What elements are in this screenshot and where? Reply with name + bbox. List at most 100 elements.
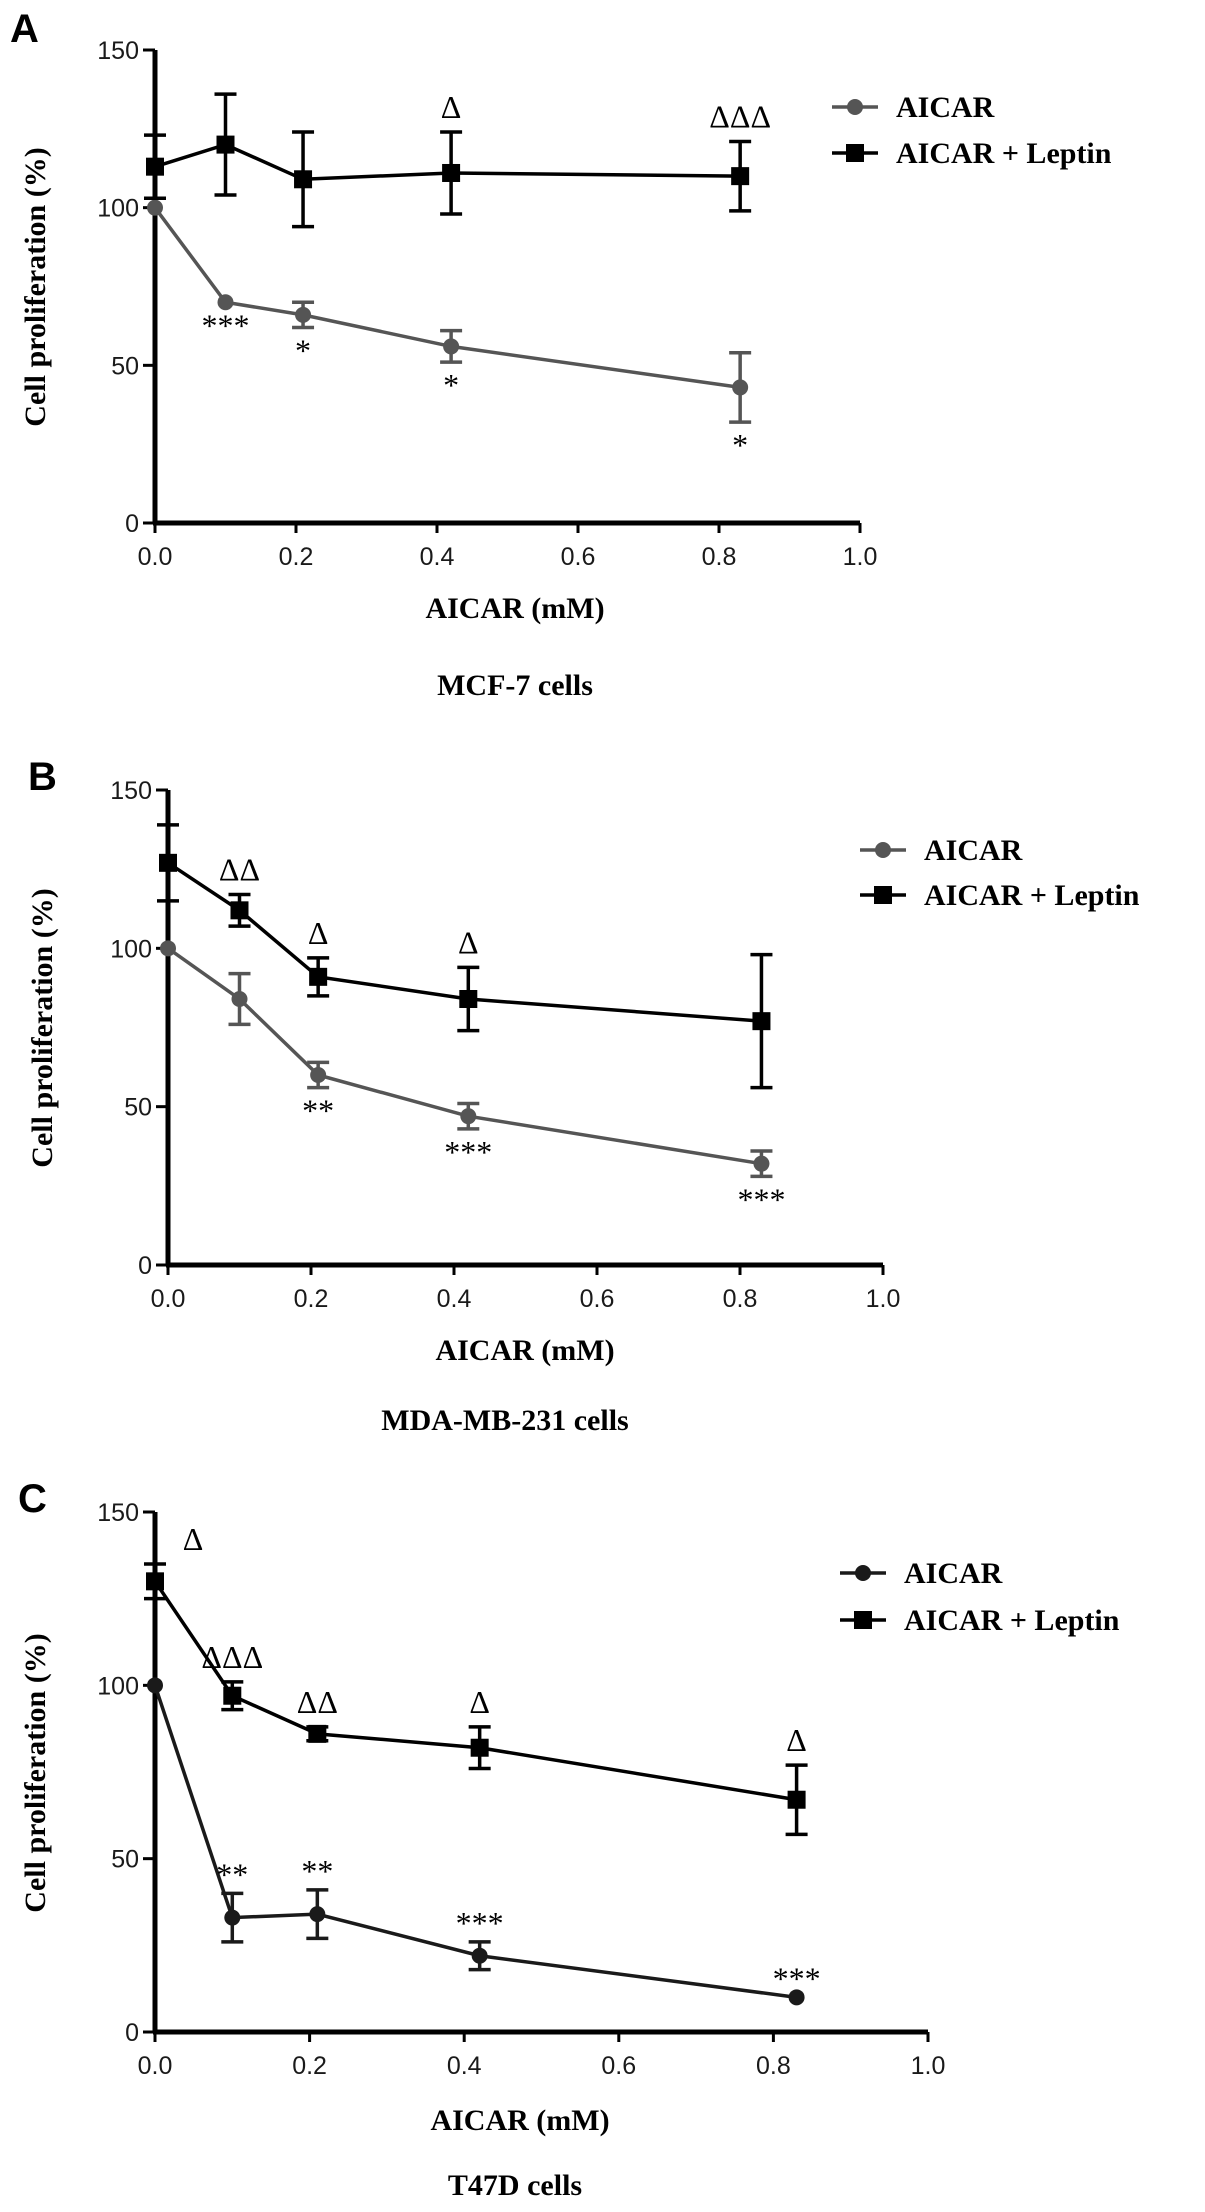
data-point <box>146 157 164 176</box>
data-point <box>146 1572 164 1591</box>
data-point <box>471 1947 488 1964</box>
y-tick-label: 100 <box>97 1672 139 1700</box>
legend-marker <box>874 886 892 904</box>
data-point <box>309 1906 326 1923</box>
panel-b: B 0 50 100 150 0.0 0.2 0.4 0.6 0.8 1.0 AICAR (mM) Ce… <box>26 755 1140 1437</box>
delta-annotation: ΔΔΔ <box>709 98 771 134</box>
legend-label: AICAR + Leptin <box>924 879 1140 912</box>
legend-item: AICAR + Leptin <box>840 1604 1120 1637</box>
data-point <box>160 940 176 957</box>
legend-item: AICAR <box>840 1557 1003 1590</box>
x-tick-label: 0.0 <box>138 2052 173 2080</box>
significance-annotation: ** <box>301 1853 333 1889</box>
x-axis-title: AICAR (mM) <box>430 2104 609 2137</box>
delta-annotation: Δ <box>786 1722 807 1758</box>
panel-a: A 0 50 100 150 0.0 0.2 0.4 0.6 0.8 1.0 AICAR (mM) Ce… <box>10 7 1112 702</box>
legend-item: AICAR <box>832 91 995 124</box>
y-axis-title: Cell proliferation (%) <box>19 1633 52 1912</box>
x-tick-label: 0.2 <box>294 1285 329 1313</box>
panel-caption: MDA-MB-231 cells <box>381 1404 628 1437</box>
panel-letter: C <box>18 1477 47 1521</box>
significance-annotation: * <box>732 427 748 463</box>
data-point <box>147 199 163 216</box>
data-point <box>224 1909 241 1926</box>
x-tick-label: 0.4 <box>437 1285 472 1313</box>
significance-annotation: * <box>295 332 311 368</box>
significance-annotation: *** <box>202 307 250 343</box>
delta-annotation: Δ <box>308 915 329 951</box>
legend-marker <box>854 1611 872 1629</box>
delta-annotation: ΔΔ <box>297 1684 338 1720</box>
data-point <box>231 991 248 1007</box>
data-point <box>442 163 461 182</box>
x-tick-label: 0.8 <box>756 2052 791 2080</box>
data-point <box>459 990 478 1008</box>
x-tick-label: 1.0 <box>843 543 878 571</box>
legend-item: AICAR + Leptin <box>832 137 1112 170</box>
y-tick-label: 50 <box>111 1846 139 1874</box>
y-tick-label: 150 <box>97 1499 139 1527</box>
legend-label: AICAR <box>904 1557 1003 1590</box>
x-tick-label: 0.8 <box>702 543 737 571</box>
x-tick-label: 0.0 <box>138 543 173 571</box>
significance-annotation: *** <box>456 1905 504 1941</box>
data-point <box>310 1067 327 1083</box>
panel-letter: B <box>28 755 57 799</box>
x-tick-label: 0.6 <box>580 1285 615 1313</box>
legend-marker <box>847 99 863 115</box>
y-tick-label: 0 <box>125 510 139 538</box>
legend-marker <box>846 144 864 162</box>
x-tick-label: 0.2 <box>292 2052 327 2080</box>
x-tick-label: 0.6 <box>601 2052 636 2080</box>
x-tick-label: 0.2 <box>279 543 314 571</box>
data-point <box>752 1012 771 1031</box>
x-axis-title: AICAR (mM) <box>425 592 604 625</box>
x-axis-title: AICAR (mM) <box>435 1334 614 1367</box>
significance-annotation: ** <box>302 1093 334 1129</box>
y-tick-label: 50 <box>111 352 139 380</box>
legend-label: AICAR <box>924 834 1023 867</box>
data-point <box>223 1686 242 1705</box>
x-tick-label: 0.6 <box>561 543 596 571</box>
delta-annotation: ΔΔ <box>219 852 260 888</box>
delta-annotation: ΔΔΔ <box>201 1639 263 1675</box>
delta-annotation: Δ <box>458 924 479 960</box>
panel-letter: A <box>10 7 39 51</box>
legend-item: AICAR <box>860 834 1023 867</box>
series-line <box>166 946 762 1166</box>
data-point <box>470 1738 489 1757</box>
y-tick-label: 100 <box>110 935 152 963</box>
data-point <box>788 1989 805 2006</box>
data-point <box>295 306 312 323</box>
significance-annotation: * <box>443 367 459 403</box>
data-point <box>147 1677 163 1694</box>
y-tick-label: 0 <box>138 1252 152 1280</box>
x-tick-label: 0.0 <box>151 1285 186 1313</box>
panel-c: C 0 50 100 150 0.0 0.2 0.4 0.6 0.8 1.0 AICAR (mM) Ce… <box>18 1477 1120 2202</box>
significance-annotation: ** <box>216 1856 248 1892</box>
legend-item: AICAR + Leptin <box>860 879 1140 912</box>
y-tick-label: 50 <box>124 1094 152 1122</box>
y-axis-title: Cell proliferation (%) <box>26 888 59 1167</box>
data-point <box>217 294 234 311</box>
data-point <box>443 338 460 355</box>
data-point <box>732 379 749 396</box>
y-axis-title: Cell proliferation (%) <box>19 147 52 426</box>
x-tick-label: 0.8 <box>723 1285 758 1313</box>
x-tick-label: 0.4 <box>447 2052 482 2080</box>
y-tick-label: 100 <box>97 195 139 223</box>
data-point <box>230 901 249 920</box>
y-tick-label: 150 <box>110 777 152 805</box>
data-point <box>308 1724 327 1743</box>
legend-marker <box>875 842 891 858</box>
y-tick-label: 150 <box>97 37 139 65</box>
y-tick-label: 0 <box>125 2019 139 2047</box>
data-point <box>787 1790 806 1809</box>
significance-annotation: *** <box>444 1134 492 1170</box>
delta-annotation: Δ <box>441 89 462 125</box>
panel-caption: MCF-7 cells <box>437 669 593 702</box>
delta-annotation: Δ <box>469 1684 490 1720</box>
